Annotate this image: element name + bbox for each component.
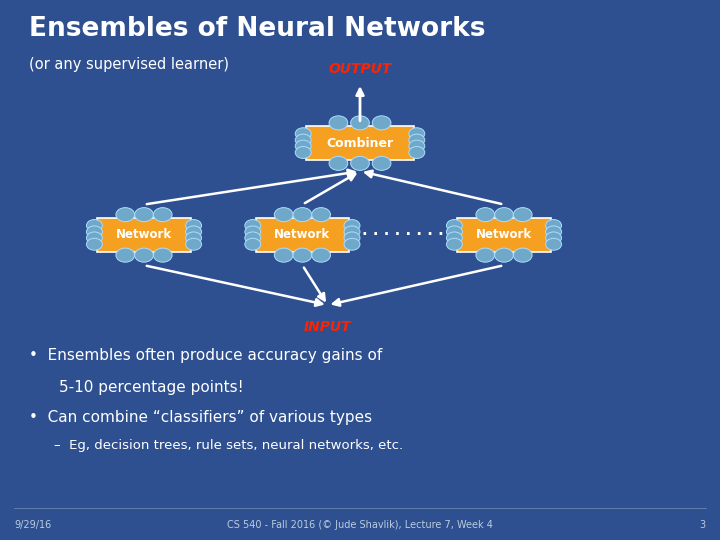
Text: 9/29/16: 9/29/16: [14, 520, 52, 530]
Circle shape: [446, 232, 462, 244]
Circle shape: [513, 208, 532, 221]
Circle shape: [372, 116, 391, 130]
Circle shape: [153, 248, 172, 262]
Circle shape: [86, 238, 102, 250]
Circle shape: [86, 232, 102, 244]
Text: •  Can combine “classifiers” of various types: • Can combine “classifiers” of various t…: [29, 410, 372, 426]
Circle shape: [135, 248, 153, 262]
Text: · · · · · · · ·: · · · · · · · ·: [362, 227, 444, 242]
Circle shape: [546, 238, 562, 250]
Circle shape: [295, 146, 311, 158]
Circle shape: [372, 157, 391, 171]
Circle shape: [344, 226, 360, 238]
Circle shape: [295, 140, 311, 152]
Text: INPUT: INPUT: [304, 320, 351, 334]
Circle shape: [446, 220, 462, 232]
Circle shape: [245, 232, 261, 244]
Circle shape: [409, 146, 425, 158]
Circle shape: [351, 157, 369, 171]
Circle shape: [245, 226, 261, 238]
Circle shape: [476, 248, 495, 262]
Text: Combiner: Combiner: [326, 137, 394, 150]
Circle shape: [295, 134, 311, 146]
Circle shape: [546, 220, 562, 232]
Circle shape: [344, 238, 360, 250]
Circle shape: [409, 134, 425, 146]
Circle shape: [409, 140, 425, 152]
Circle shape: [274, 248, 293, 262]
Circle shape: [495, 208, 513, 221]
Circle shape: [135, 208, 153, 221]
Text: •  Ensembles often produce accuracy gains of: • Ensembles often produce accuracy gains…: [29, 348, 382, 363]
Circle shape: [245, 220, 261, 232]
Text: Ensembles of Neural Networks: Ensembles of Neural Networks: [29, 16, 485, 42]
Circle shape: [293, 208, 312, 221]
Circle shape: [186, 220, 202, 232]
Circle shape: [329, 116, 348, 130]
Circle shape: [513, 248, 532, 262]
FancyBboxPatch shape: [457, 218, 551, 252]
Circle shape: [153, 208, 172, 221]
Circle shape: [344, 220, 360, 232]
Circle shape: [295, 128, 311, 140]
Circle shape: [186, 232, 202, 244]
FancyBboxPatch shape: [306, 126, 414, 160]
Circle shape: [446, 238, 462, 250]
Circle shape: [344, 232, 360, 244]
Text: 5-10 percentage points!: 5-10 percentage points!: [59, 380, 243, 395]
Circle shape: [546, 232, 562, 244]
Circle shape: [186, 238, 202, 250]
Circle shape: [245, 238, 261, 250]
Circle shape: [86, 220, 102, 232]
Circle shape: [409, 128, 425, 140]
Text: (or any supervised learner): (or any supervised learner): [29, 57, 229, 72]
Circle shape: [446, 226, 462, 238]
Circle shape: [546, 226, 562, 238]
Text: CS 540 - Fall 2016 (© Jude Shavlik), Lecture 7, Week 4: CS 540 - Fall 2016 (© Jude Shavlik), Lec…: [227, 520, 493, 530]
Circle shape: [351, 116, 369, 130]
Circle shape: [86, 226, 102, 238]
Circle shape: [293, 248, 312, 262]
Circle shape: [476, 208, 495, 221]
Circle shape: [329, 157, 348, 171]
Text: Network: Network: [476, 228, 532, 241]
FancyBboxPatch shape: [256, 218, 349, 252]
Circle shape: [495, 248, 513, 262]
Text: 3: 3: [699, 520, 706, 530]
Circle shape: [274, 208, 293, 221]
FancyBboxPatch shape: [97, 218, 191, 252]
Circle shape: [312, 208, 330, 221]
Circle shape: [116, 208, 135, 221]
Text: OUTPUT: OUTPUT: [328, 62, 392, 76]
Text: –  Eg, decision trees, rule sets, neural networks, etc.: – Eg, decision trees, rule sets, neural …: [54, 439, 403, 452]
Circle shape: [116, 248, 135, 262]
Text: Network: Network: [116, 228, 172, 241]
Text: Network: Network: [274, 228, 330, 241]
Circle shape: [312, 248, 330, 262]
Circle shape: [186, 226, 202, 238]
